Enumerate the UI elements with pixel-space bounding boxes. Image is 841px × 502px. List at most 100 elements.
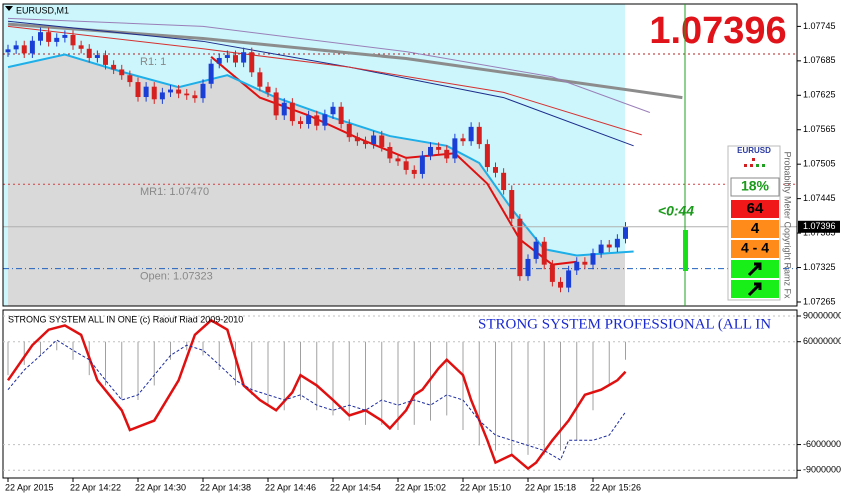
candle-body: [379, 135, 385, 147]
candle-body: [21, 45, 27, 54]
timer-bar: [683, 230, 688, 271]
pivot-label: R1: 1: [140, 56, 166, 68]
candle-body: [119, 69, 125, 76]
oscillator-line: [7, 339, 626, 461]
meter-cell: [731, 220, 779, 238]
meter-arrow: [747, 262, 762, 277]
candle-body: [62, 35, 68, 38]
candle-body: [371, 135, 377, 145]
sub-frame: [2, 309, 798, 479]
moving-average: [7, 25, 642, 136]
candle-body: [306, 115, 312, 124]
candle-body: [549, 264, 555, 282]
x-tick-label: 22 Apr 2015: [5, 482, 54, 492]
meter-cell: [731, 200, 779, 218]
candle-body: [614, 238, 620, 248]
meter-cell: [731, 240, 779, 258]
candle-body: [395, 158, 401, 162]
candle-body: [582, 261, 588, 265]
candle-body: [200, 83, 206, 99]
main-plot: R1: 1 MR1: 1.07470 Open: 1.07323: [3, 17, 797, 306]
candle-body: [606, 244, 612, 248]
candle-body: [525, 258, 531, 277]
candle-body: [346, 123, 352, 138]
candle-body: [159, 92, 165, 100]
last-price-box: [798, 220, 840, 233]
candle-body: [233, 55, 238, 63]
candle-body: [363, 141, 368, 145]
candle-body: [558, 281, 563, 288]
oscillator-line: [6, 318, 627, 471]
candle-body: [298, 121, 303, 124]
candle-body: [387, 146, 393, 159]
candle-body: [54, 37, 60, 42]
probability-meter: EURUSD 18% 64 4 4 - 4 Probability Meter …: [727, 145, 793, 301]
candle-body: [574, 261, 580, 271]
candle-body: [192, 95, 198, 99]
chart-title: EURUSD,M1: [16, 5, 69, 15]
candle-body: [143, 86, 149, 98]
meter-percent: 18%: [741, 178, 770, 194]
last-price-label: 1.07396: [803, 221, 836, 231]
price-display: 1.07396: [649, 10, 786, 52]
candle-body: [452, 138, 458, 159]
x-tick-label: 22 Apr 14:22: [70, 482, 121, 492]
meter-dot: [752, 158, 755, 161]
indicator-title: STRONG SYSTEM ALL IN ONE (c) Raouf Riad …: [8, 314, 243, 324]
area-fill: [8, 54, 625, 306]
candle-body: [493, 167, 498, 173]
meter-dot: [762, 164, 765, 167]
candle-body: [241, 52, 247, 63]
candle-body: [94, 55, 100, 58]
candle-body: [184, 93, 190, 96]
candle-body: [273, 92, 279, 116]
candle-body: [46, 32, 52, 42]
indicator-subtitle: STRONG SYSTEM PROFESSIONAL (ALL IN: [478, 316, 771, 332]
candle-body: [151, 86, 157, 100]
candle-body: [314, 115, 320, 126]
candle-body: [330, 106, 336, 115]
meter-row: 64: [747, 200, 764, 217]
y-tick-label: 1.07745: [803, 21, 836, 31]
y-tick-label: -60000000: [803, 439, 841, 449]
axes: 1.07745 1.07685 1.07625 1.07565 1.07505 1.074…: [5, 21, 841, 493]
main-frame: [2, 3, 798, 307]
candle-body: [419, 155, 425, 174]
candle-body: [623, 226, 628, 239]
candle-body: [29, 40, 35, 54]
y-tick-label: 90000000: [803, 310, 841, 320]
candle-body: [135, 82, 141, 98]
x-tick-label: 22 Apr 14:38: [200, 482, 251, 492]
candle-body: [436, 146, 442, 150]
x-tick-label: 22 Apr 14:46: [265, 482, 316, 492]
candle-body: [111, 64, 117, 70]
candle-body: [501, 172, 507, 191]
candle-body: [444, 149, 450, 159]
meter-cell: [730, 177, 780, 197]
candle-body: [566, 270, 572, 288]
y-tick-label: 1.07685: [803, 55, 836, 65]
menu-arrow[interactable]: [5, 6, 13, 11]
candle-body: [468, 126, 474, 142]
candle-body: [176, 89, 182, 94]
meter-dot: [744, 164, 747, 167]
moving-average: [7, 22, 683, 100]
candle-body: [249, 52, 255, 73]
candle-body: [70, 35, 76, 46]
candle-body: [5, 49, 11, 53]
candle-body: [541, 241, 547, 265]
candle-body: [598, 244, 604, 254]
y-tick-label: 1.07565: [803, 124, 836, 134]
sub-plot: [3, 315, 797, 471]
candle-body: [509, 190, 515, 219]
moving-average: [7, 17, 651, 113]
candle-body: [216, 57, 222, 64]
meter-arrow: [747, 282, 762, 297]
candle-body: [257, 72, 263, 87]
candle-body: [590, 253, 596, 265]
x-tick-label: 22 Apr 15:26: [590, 482, 641, 492]
meter-dot: [756, 164, 759, 167]
candle-body: [533, 241, 539, 259]
y-tick-label: 1.07625: [803, 90, 836, 100]
